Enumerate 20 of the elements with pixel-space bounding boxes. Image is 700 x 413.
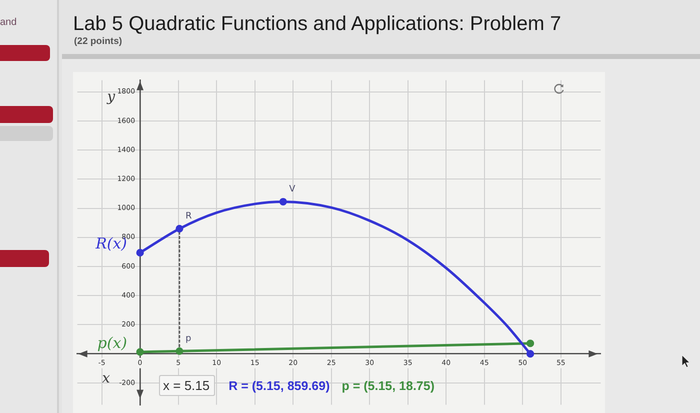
point [526, 350, 534, 358]
point [526, 340, 534, 348]
input-field: x = 5.15 [159, 375, 215, 396]
point [176, 347, 184, 355]
y-axis-title: y [106, 88, 116, 105]
point [176, 224, 184, 233]
annotation: p = (5.15, 18.75) [342, 378, 434, 392]
data-label: p [185, 334, 192, 344]
chart-subtitle: (22 points) [74, 36, 122, 47]
point [136, 248, 144, 256]
x-axis-title: x [102, 370, 110, 386]
point [136, 348, 144, 356]
annotation: x = 5.15 [163, 378, 210, 393]
chart-title: Lab 5 Quadratic Functions and Applications: Problem 7 [73, 13, 562, 36]
annotation: R = (5.15, 859.69) [228, 378, 330, 392]
text: and [0, 17, 17, 28]
point [279, 198, 287, 206]
data-label: R [185, 212, 192, 222]
series-label: p(x) [97, 334, 128, 352]
data-label: V [289, 184, 296, 195]
